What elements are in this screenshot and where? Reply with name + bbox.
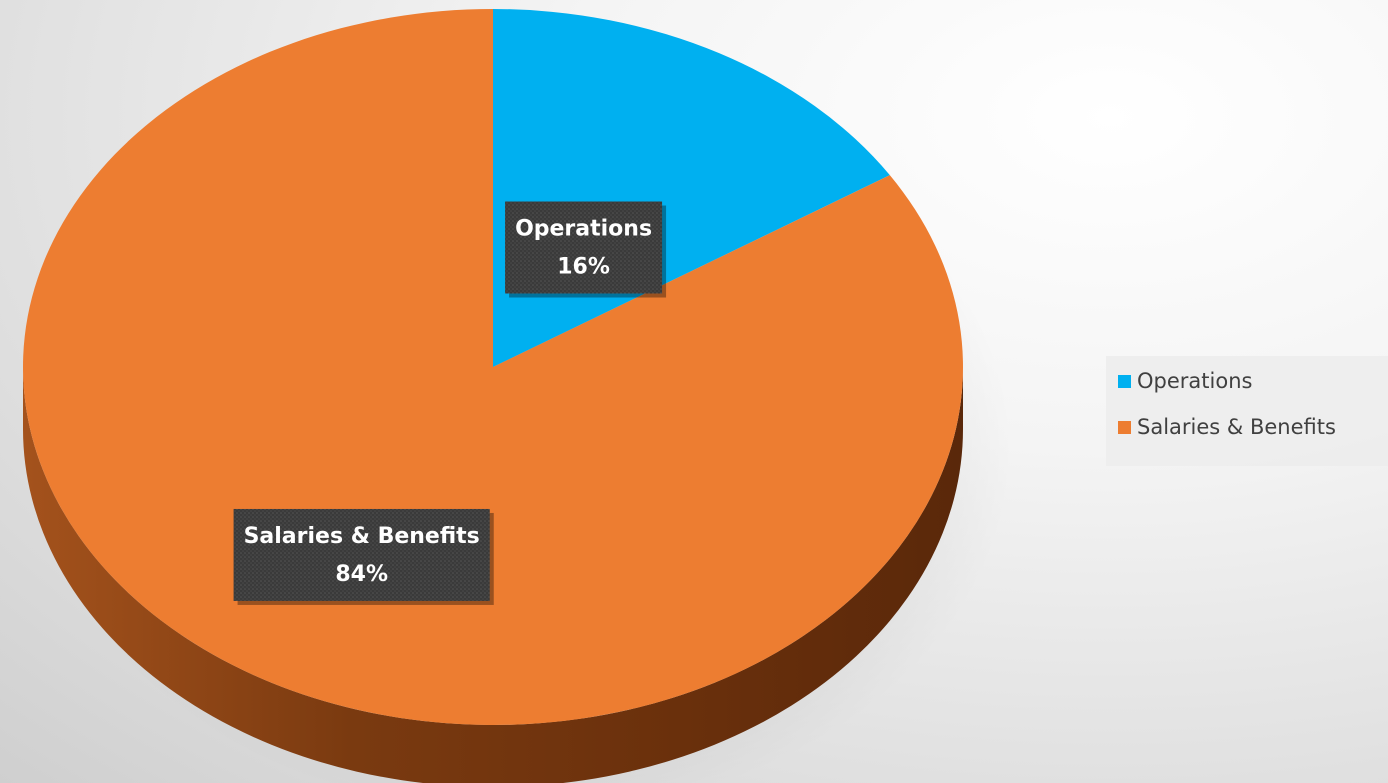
data-label-box-operations: [505, 201, 663, 294]
data-label-salaries-benefits: Salaries & Benefits 84%: [233, 508, 494, 605]
legend-label-salaries-benefits: Salaries & Benefits: [1137, 415, 1336, 439]
legend-label-operations: Operations: [1137, 369, 1253, 393]
chart-legend: Operations Salaries & Benefits: [1106, 356, 1388, 466]
legend-item-salaries-benefits[interactable]: Salaries & Benefits: [1118, 412, 1388, 442]
data-label-name-operations: Operations: [515, 217, 652, 242]
data-label-operations: Operations 16%: [505, 201, 667, 298]
data-label-box-salaries-benefits: [233, 508, 490, 601]
data-label-value-salaries-benefits: 84%: [335, 562, 388, 587]
legend-swatch-salaries-benefits: [1118, 420, 1131, 434]
legend-item-operations[interactable]: Operations: [1118, 366, 1388, 396]
data-label-name-salaries-benefits: Salaries & Benefits: [244, 524, 480, 549]
pie-side-salaries-benefits: [23, 367, 963, 783]
data-label-value-operations: 16%: [557, 255, 610, 280]
legend-swatch-operations: [1118, 374, 1131, 388]
